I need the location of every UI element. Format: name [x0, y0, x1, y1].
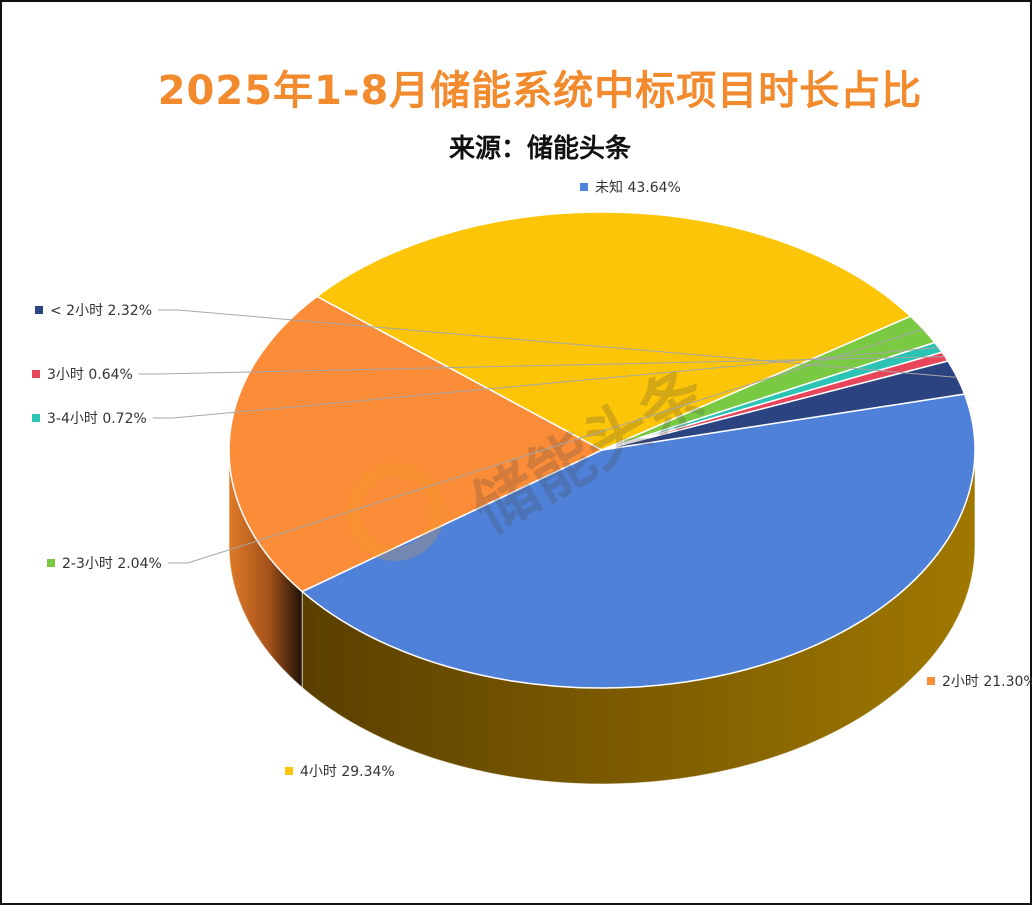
legend-swatch-0: [580, 183, 588, 191]
chart-title: 2025年1-8月储能系统中标项目时长占比: [157, 68, 923, 114]
data-label-2: 4小时 29.34%: [300, 764, 395, 780]
legend-swatch-4: [32, 414, 40, 422]
leader-line-4: [152, 346, 939, 419]
watermark-logo-icon: [346, 463, 444, 561]
data-label-6: < 2小时 2.32%: [50, 303, 152, 319]
legend-swatch-2: [285, 767, 293, 775]
legend-swatch-6: [35, 306, 43, 314]
leader-line-6: [158, 309, 958, 378]
legend-swatch-5: [32, 370, 40, 378]
legend-swatch-1: [927, 677, 935, 685]
data-label-4: 3-4小时 0.72%: [47, 411, 147, 427]
data-label-3: 2-3小时 2.04%: [62, 556, 162, 572]
pie-slice-2: [315, 211, 912, 451]
legend-swatch-3: [47, 559, 55, 567]
leader-line-5: [138, 356, 946, 375]
pie-slice-0: [300, 393, 976, 689]
leader-line-3: [167, 328, 924, 564]
data-label-1: 2小时 21.30%: [942, 674, 1032, 690]
data-label-0: 未知 43.64%: [595, 179, 681, 196]
data-label-5: 3小时 0.64%: [47, 367, 133, 383]
chart-subtitle: 来源：储能头条: [448, 134, 631, 164]
